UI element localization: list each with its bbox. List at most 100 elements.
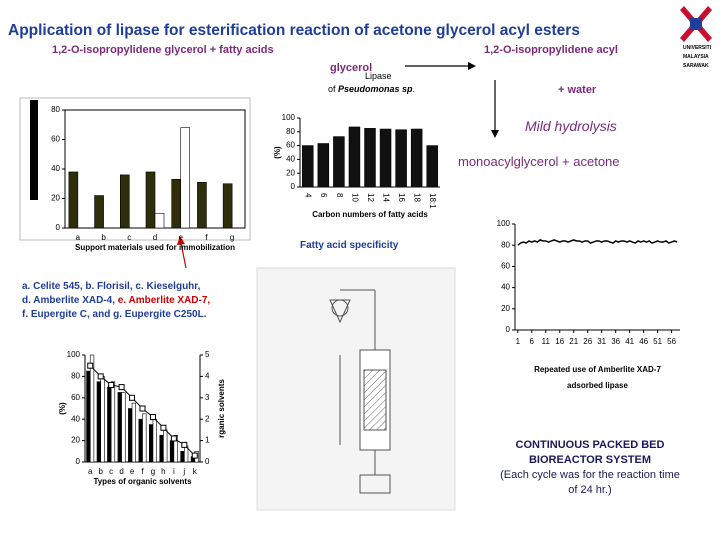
bar (145, 171, 156, 229)
bar (89, 354, 95, 463)
y-tick-label: 60 (71, 393, 80, 402)
legend-line: f. Eupergite C, and g. Eupergite C250L. (22, 309, 207, 320)
text: d. Amberlite XAD-4, (22, 295, 118, 306)
x-axis-label: adsorbed lipase (567, 381, 628, 390)
logo-line: SARAWAK (683, 63, 709, 69)
legend-line: d. Amberlite XAD-4, e. Amberlite XAD-7, (22, 294, 210, 308)
enzyme-source: of Pseudomonas sp. (328, 84, 415, 94)
x-tick-label: f (141, 467, 144, 476)
marker (149, 414, 156, 421)
caption-line: (Each cycle was for the reaction time (500, 469, 680, 481)
bar (197, 181, 207, 229)
x-tick-label: 6 (319, 193, 328, 198)
crop-edge (30, 100, 38, 200)
result: monoacylglycerol + acetone (458, 154, 620, 169)
arrowhead (468, 62, 476, 70)
x-tick-label: g (230, 233, 234, 242)
bar (119, 174, 130, 229)
x-tick-label: b (101, 233, 106, 242)
x-tick-label: d (119, 467, 123, 476)
x-tick-label: 18:1 (428, 193, 437, 209)
y2-axis-label: rganic solvents (217, 379, 226, 438)
y-tick-label: 100 (67, 350, 81, 359)
text: Pseudomonas sp (338, 84, 413, 94)
arrowhead (177, 236, 185, 245)
support-legend: a. Celite 545, b. Florisil, c. Kieselguh… (22, 280, 210, 322)
x-tick-label: 18 (413, 193, 422, 202)
x-axis-label: Carbon numbers of fatty acids (312, 210, 428, 219)
y-tick-label: 0 (291, 182, 296, 191)
x-tick-label: c (109, 467, 113, 476)
x-tick-label: 1 (516, 337, 521, 346)
x-tick-label: 16 (555, 337, 564, 346)
x-tick-label: 36 (611, 337, 620, 346)
y-tick-label: 0 (76, 457, 81, 466)
x-tick-label: 16 (397, 193, 406, 202)
bar (410, 128, 423, 188)
bar (222, 183, 233, 229)
x-tick-label: k (193, 467, 198, 476)
caption-line: CONTINUOUS PACKED BED (515, 439, 665, 451)
y2-tick-label: 5 (205, 350, 210, 359)
y2-tick-label: 1 (205, 436, 210, 445)
x-tick-label: 8 (335, 193, 344, 198)
bar (333, 136, 345, 188)
y-tick-label: 20 (51, 194, 60, 203)
y-tick-label: 80 (71, 372, 80, 381)
y-tick-label: 80 (501, 240, 510, 249)
logo-line: UNIVERSITI (683, 45, 712, 51)
caption-line: BIOREACTOR SYSTEM (528, 454, 652, 466)
logo-line: MALAYSIA (683, 54, 709, 60)
y-tick-label: 40 (71, 414, 80, 423)
y2-tick-label: 0 (205, 457, 210, 466)
x-axis-label: Support materials used for immobilizatio… (75, 243, 235, 252)
x-tick-label: 11 (542, 337, 551, 346)
x-tick-label: 21 (569, 337, 578, 346)
marker (129, 394, 136, 401)
y-tick-label: 100 (282, 113, 296, 122)
y-tick-label: 40 (286, 155, 295, 164)
x-tick-label: e (130, 467, 135, 476)
y-tick-label: 60 (286, 141, 295, 150)
bar (163, 429, 168, 463)
x-tick-label: 12 (366, 193, 375, 202)
legend-line: a. Celite 545, b. Florisil, c. Kieselguh… (22, 281, 201, 292)
logo-mark (690, 18, 702, 30)
text: e. Amberlite XAD-7, (117, 295, 211, 306)
y-tick-label: 100 (497, 219, 511, 228)
x-tick-label: 31 (597, 337, 606, 346)
marker (97, 373, 104, 380)
bar (180, 450, 185, 463)
x-tick-label: 56 (667, 337, 676, 346)
pointer-arrow (180, 242, 187, 269)
text: of (328, 84, 339, 94)
y2-tick-label: 4 (205, 372, 210, 381)
bar (86, 370, 91, 463)
y-tick-label: 20 (286, 168, 295, 177)
x-tick-label: 4 (304, 193, 313, 198)
marker (191, 452, 198, 459)
x-tick-label: d (153, 233, 157, 242)
marker (139, 405, 146, 412)
bar (121, 392, 126, 463)
y-tick-label: 20 (501, 304, 510, 313)
title: Application of lipase for esterification… (8, 22, 580, 39)
y-tick-label: 0 (56, 223, 61, 232)
reactants: 1,2-O-isopropylidene glycerol + fatty ac… (52, 44, 274, 56)
enzyme: Lipase (365, 71, 392, 81)
text: . (412, 84, 416, 94)
x-axis-label: Types of organic solvents (93, 477, 192, 486)
marker (87, 362, 94, 369)
x-tick-label: b (98, 467, 103, 476)
x-tick-label: a (88, 467, 93, 476)
bioreactor-diagram (256, 267, 456, 511)
line-series (517, 239, 678, 246)
y2-tick-label: 2 (205, 414, 210, 423)
x-tick-label: e (178, 233, 183, 242)
x-tick-label: j (182, 467, 185, 476)
bar (142, 413, 147, 463)
byproduct: + water (558, 84, 597, 96)
marker (170, 435, 177, 442)
